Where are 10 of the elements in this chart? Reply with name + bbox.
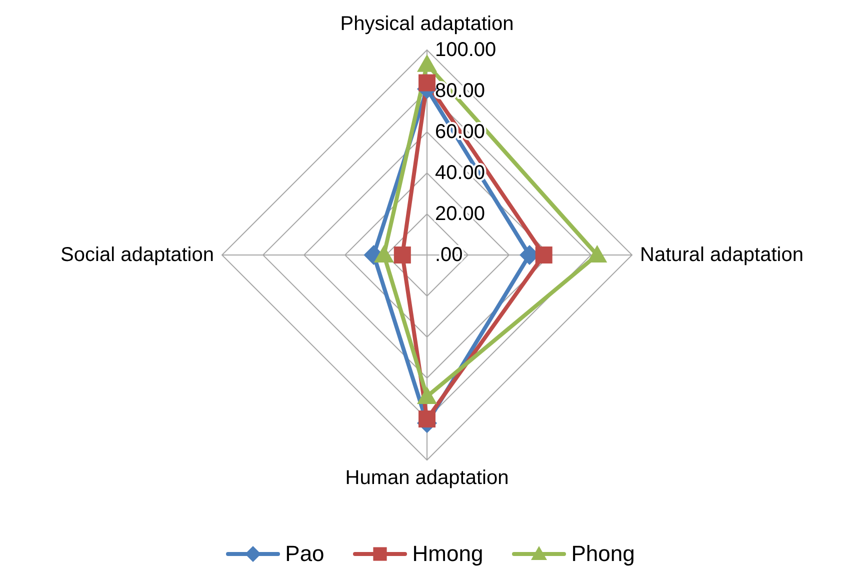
- y-tick-label: 100.00: [435, 39, 496, 61]
- spoke-label: Social adaptation: [60, 244, 214, 266]
- legend-label: Hmong: [412, 541, 484, 567]
- y-tick-label: 20.00: [435, 203, 486, 225]
- spoke-label: Physical adaptation: [340, 13, 514, 35]
- y-tick-label: .00: [435, 244, 463, 266]
- spoke-label: Natural adaptation: [640, 244, 804, 266]
- legend-label: Phong: [571, 541, 635, 567]
- legend-label: Pao: [285, 541, 324, 567]
- spoke-label: Human adaptation: [345, 467, 509, 489]
